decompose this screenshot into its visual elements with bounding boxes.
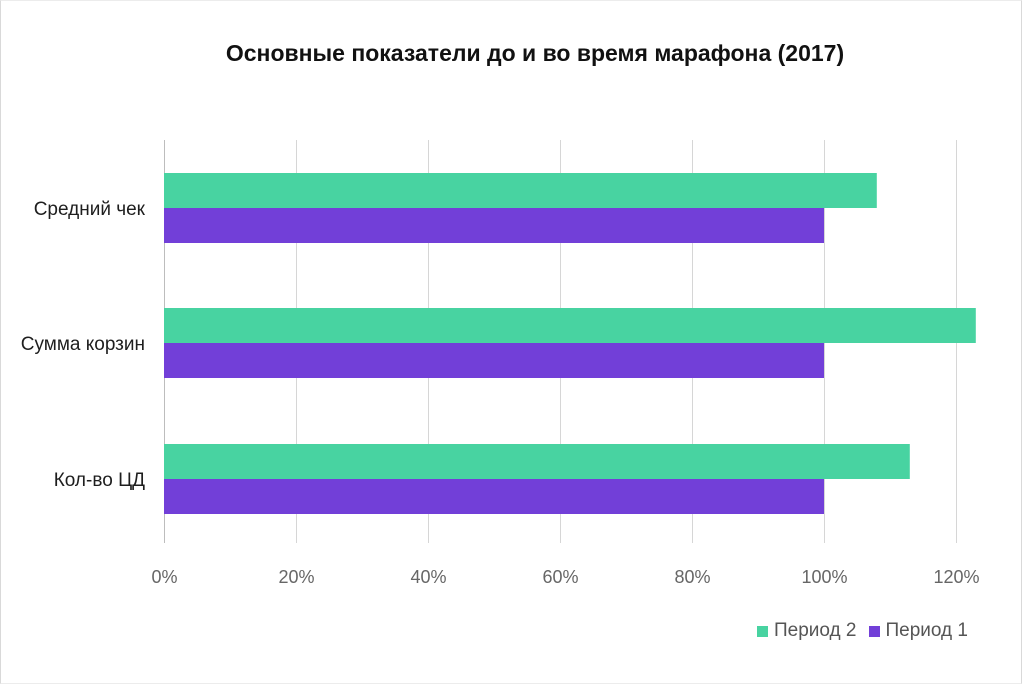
y-category-label: Сумма корзин: [21, 334, 145, 355]
bar-period-2: [164, 173, 877, 208]
bar-period-2: [164, 308, 976, 343]
x-tick-label: 100%: [801, 567, 847, 587]
legend: Период 2 Период 1: [757, 620, 980, 642]
label-layer: 0% 20% 40% 60% 80% 100% 120% Средний чек Сумма к…: [21, 199, 980, 587]
legend-item-series-2: Период 1: [868, 620, 969, 642]
bar-period-1: [164, 343, 824, 378]
legend-item-series-1: Период 2: [757, 620, 857, 642]
y-category-label: Кол-во ЦД: [54, 470, 145, 491]
bar-period-1: [164, 479, 824, 514]
chart-title: Основные показатели до и во время марафо…: [225, 40, 845, 66]
x-tick-label: 80%: [674, 567, 710, 587]
bar-layer: [164, 173, 976, 514]
bar-period-2: [164, 444, 910, 479]
legend-label: Период 2: [774, 620, 857, 641]
x-tick-label: 120%: [933, 567, 979, 587]
bar-period-1: [164, 208, 824, 243]
x-tick-label: 60%: [542, 567, 578, 587]
x-tick-label: 20%: [278, 567, 314, 587]
legend-swatch: [868, 625, 880, 637]
x-tick-label: 0%: [151, 567, 177, 587]
x-tick-label: 40%: [410, 567, 446, 587]
y-category-label: Средний чек: [34, 199, 146, 220]
legend-swatch: [757, 625, 768, 637]
legend-label: Период 1: [885, 620, 969, 641]
